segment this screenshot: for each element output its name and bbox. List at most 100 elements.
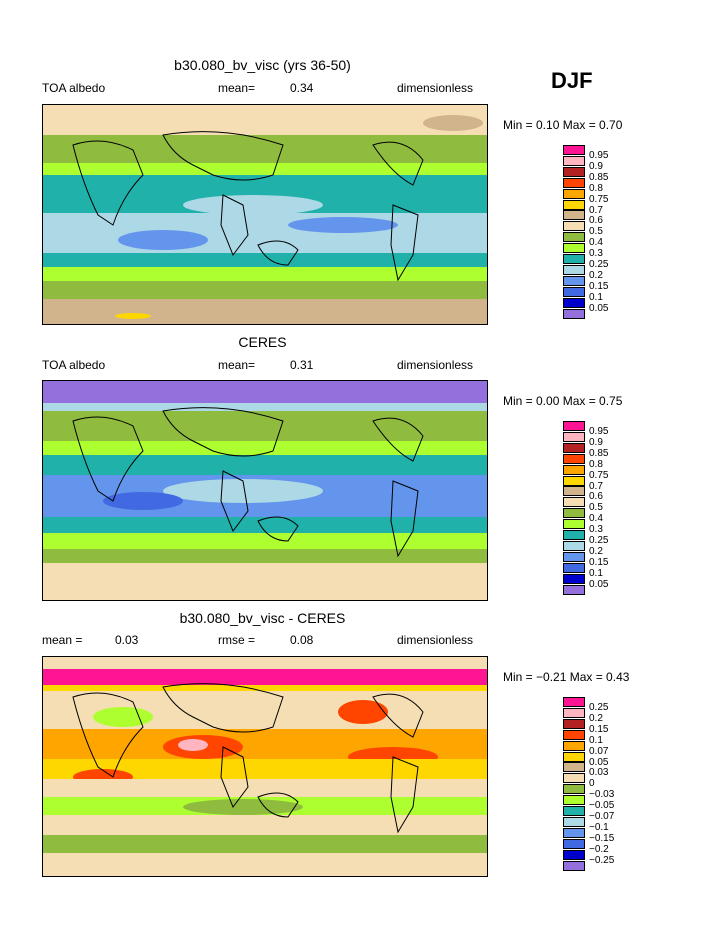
panel-2-legend-swatch — [563, 540, 585, 551]
panel-2-legend-swatch — [563, 453, 585, 464]
panel-2-legend-swatch — [563, 562, 585, 573]
panel-2-legend-swatch — [563, 519, 585, 530]
panel-3-legend-swatch — [563, 751, 585, 762]
panel-2-legend-label: 0.25 — [589, 535, 609, 546]
panel-1-legend-swatch — [563, 232, 585, 243]
panel-2-legend-label: 0.3 — [589, 524, 603, 536]
panel-2-legend-label: 0.4 — [589, 513, 603, 525]
panel-3-legend-swatch — [563, 718, 585, 729]
panel-1-legend-swatch — [563, 286, 585, 297]
panel-3-mean-label: mean = — [42, 633, 83, 647]
panel-1-legend-label: 0.85 — [589, 171, 609, 183]
panel-3-legend-label: −0.07 — [589, 811, 615, 822]
panel-2-legend-swatch — [563, 551, 585, 562]
panel-1-legend-swatch — [563, 275, 585, 286]
season-label: DJF — [551, 68, 593, 93]
panel-3-legend-label: 0.2 — [589, 712, 603, 724]
panel-3-legend-swatch — [563, 707, 585, 718]
panel-1-title: b30.080_bv_visc (yrs 36-50) — [174, 57, 351, 73]
panel-1-legend-swatch — [563, 177, 585, 188]
panel-3-legend-swatch — [563, 729, 585, 740]
panel-1-legend-label: 0.9 — [589, 160, 603, 172]
panel-1-legend-label: 0.6 — [589, 215, 603, 227]
panel-3-legend-label: 0 — [589, 778, 595, 790]
panel-3-legend-label: 0.03 — [589, 767, 609, 779]
panel-1-range: Min = 0.10 Max = 0.70 — [503, 118, 623, 132]
panel-3-legend-swatch — [563, 827, 585, 838]
panel-3-legend-swatch — [563, 849, 585, 860]
panel-3-legend-swatch — [563, 697, 585, 707]
panel-2-legend-label: 0.1 — [589, 567, 603, 579]
panel-1-legend-swatch — [563, 243, 585, 254]
panel-3-legend-swatch — [563, 860, 585, 871]
panel-2-legend-label: 0.9 — [589, 436, 603, 448]
panel-3-legend-label: 0.1 — [589, 734, 603, 746]
panel-1-legend-label: 0.8 — [589, 182, 603, 194]
panel-3-legend-label: 0.15 — [589, 723, 609, 735]
panel-3-legend-label: −0.03 — [589, 789, 615, 801]
panel-2-legend-swatch — [563, 497, 585, 508]
panel-2-legend-label: 0.75 — [589, 469, 609, 481]
panel-1-legend-label: 0.75 — [589, 193, 609, 205]
panel-2-legend-label: 0.2 — [589, 545, 603, 557]
panel-3-legend-label: 0.25 — [589, 702, 609, 713]
panel-3-legend-label: 0.05 — [589, 756, 609, 768]
panel-1-legend-swatch — [563, 166, 585, 177]
panel-3-rmse-value: 0.08 — [290, 633, 314, 647]
panel-2-legend-label: 0.8 — [589, 458, 603, 470]
panel-2-legend-label: 0.15 — [589, 556, 609, 568]
panel-3-mean-value: 0.03 — [115, 633, 139, 647]
panel-2-title: CERES — [238, 334, 287, 350]
panel-1-legend-label: 0.15 — [589, 280, 609, 292]
panel-3-legend-swatch — [563, 795, 585, 806]
panel-3-legend-swatch — [563, 740, 585, 751]
panel-1-left-label: TOA albedo — [42, 81, 106, 95]
panel-1-legend: 0.95 0.9 0.85 0.8 0.75 0.7 0.6 0.5 0.4 0… — [563, 145, 623, 320]
panel-1-legend-swatch — [563, 199, 585, 210]
panel-1-legend-swatch — [563, 264, 585, 275]
panel-2-legend-swatch — [563, 464, 585, 475]
panel-3-legend-swatch — [563, 773, 585, 784]
panel-1-legend-swatch — [563, 188, 585, 199]
panel-3-units: dimensionless — [397, 633, 474, 647]
panel-2-legend-label: 0.6 — [589, 491, 603, 503]
panel-2-legend-swatch — [563, 421, 585, 431]
panel-2-legend-swatch — [563, 431, 585, 442]
panel-1-legend-label: 0.7 — [589, 204, 603, 216]
panel-1-mean-label: mean= — [218, 81, 256, 95]
panel-2-legend-swatch — [563, 573, 585, 584]
panel-1-legend-label: 0.95 — [589, 150, 609, 161]
panel-1-legend-swatch — [563, 308, 585, 319]
panel-1-legend-label: 0.2 — [589, 269, 603, 281]
panel-2-legend-swatch — [563, 475, 585, 486]
panel-3-legend-swatch — [563, 838, 585, 849]
panel-3-range: Min = −0.21 Max = 0.43 — [503, 670, 630, 684]
panel-2-legend-label: 0.05 — [589, 578, 609, 590]
panel-3-title: b30.080_bv_visc - CERES — [179, 610, 346, 626]
panel-1-units: dimensionless — [397, 81, 474, 95]
panel-1-legend-swatch — [563, 221, 585, 232]
panel-3-legend-label: −0.2 — [589, 843, 609, 855]
panel-3-legend-label: −0.15 — [589, 832, 615, 844]
panel-2-mean-value: 0.31 — [290, 358, 314, 372]
panel-3-map — [42, 656, 488, 877]
panel-2-legend-swatch — [563, 442, 585, 453]
panel-3-rmse-label: rmse = — [218, 633, 256, 647]
panel-1-map — [42, 104, 488, 325]
panel-2-legend-swatch — [563, 486, 585, 497]
panel-1-mean-value: 0.34 — [290, 81, 314, 95]
panel-2-left-label: TOA albedo — [42, 358, 106, 372]
panel-2-legend-swatch — [563, 584, 585, 595]
panel-3-legend-label: −0.05 — [589, 800, 615, 812]
panel-2-legend-label: 0.85 — [589, 447, 609, 459]
panel-3-legend-swatch — [563, 784, 585, 795]
panel-1-legend-swatch — [563, 254, 585, 264]
panel-2-units: dimensionless — [397, 358, 474, 372]
panel-3-legend-label: −0.1 — [589, 821, 609, 833]
panel-3-legend-swatch — [563, 816, 585, 827]
panel-1-legend-label: 0.25 — [589, 259, 609, 270]
panel-3-legend: 0.25 0.2 0.15 0.1 0.07 0.05 0.03 0 −0.03… — [563, 697, 623, 872]
panel-1-legend-label: 0.1 — [589, 291, 603, 303]
panel-3-legend-swatch — [563, 806, 585, 816]
panel-2-legend-label: 0.95 — [589, 426, 609, 437]
